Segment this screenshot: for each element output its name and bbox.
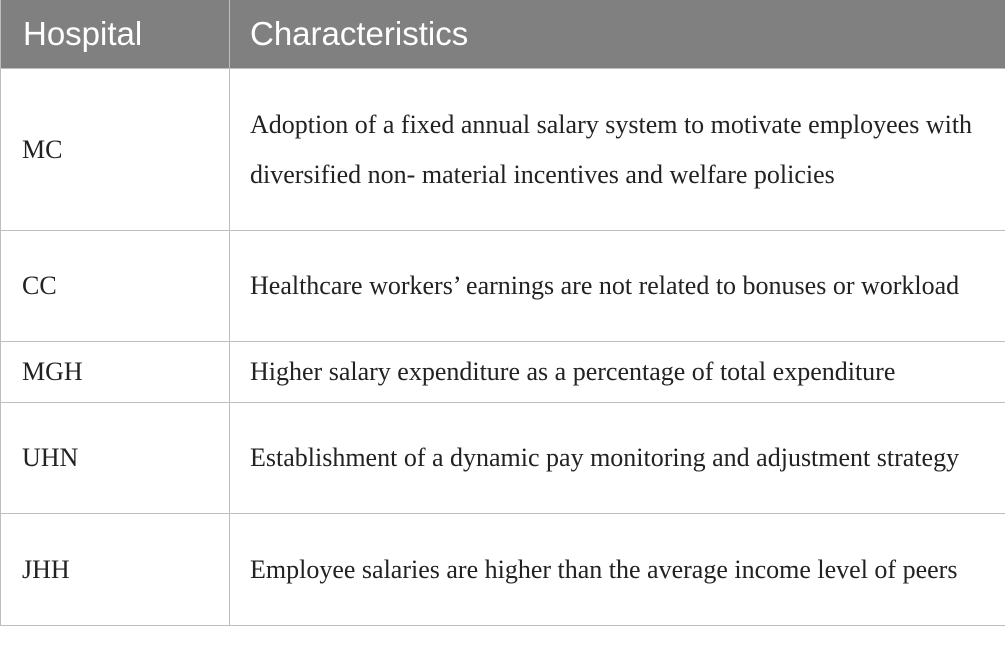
characteristics-cell: Higher salary expenditure as a percentag… bbox=[229, 341, 1005, 403]
characteristics-cell: Employee salaries are higher than the av… bbox=[229, 513, 1005, 626]
characteristics-cell: Establishment of a dynamic pay monitorin… bbox=[229, 402, 1005, 514]
characteristics-cell: Adoption of a fixed annual salary system… bbox=[229, 68, 1005, 231]
table-row: JHH Employee salaries are higher than th… bbox=[0, 513, 1005, 626]
hospital-cell: CC bbox=[0, 230, 230, 342]
header-characteristics: Characteristics bbox=[229, 0, 1005, 69]
hospital-cell: MGH bbox=[0, 341, 230, 403]
table-row: MC Adoption of a fixed annual salary sys… bbox=[0, 68, 1005, 231]
table-header-row: Hospital Characteristics bbox=[0, 0, 1005, 69]
table-row: CC Healthcare workers’ earnings are not … bbox=[0, 230, 1005, 342]
hospital-cell: MC bbox=[0, 68, 230, 231]
header-hospital: Hospital bbox=[0, 0, 230, 69]
hospital-characteristics-table: Hospital Characteristics MC Adoption of … bbox=[0, 0, 1005, 626]
hospital-cell: JHH bbox=[0, 513, 230, 626]
hospital-cell: UHN bbox=[0, 402, 230, 514]
table-row: UHN Establishment of a dynamic pay monit… bbox=[0, 402, 1005, 514]
characteristics-cell: Healthcare workers’ earnings are not rel… bbox=[229, 230, 1005, 342]
table-row: MGH Higher salary expenditure as a perce… bbox=[0, 341, 1005, 403]
